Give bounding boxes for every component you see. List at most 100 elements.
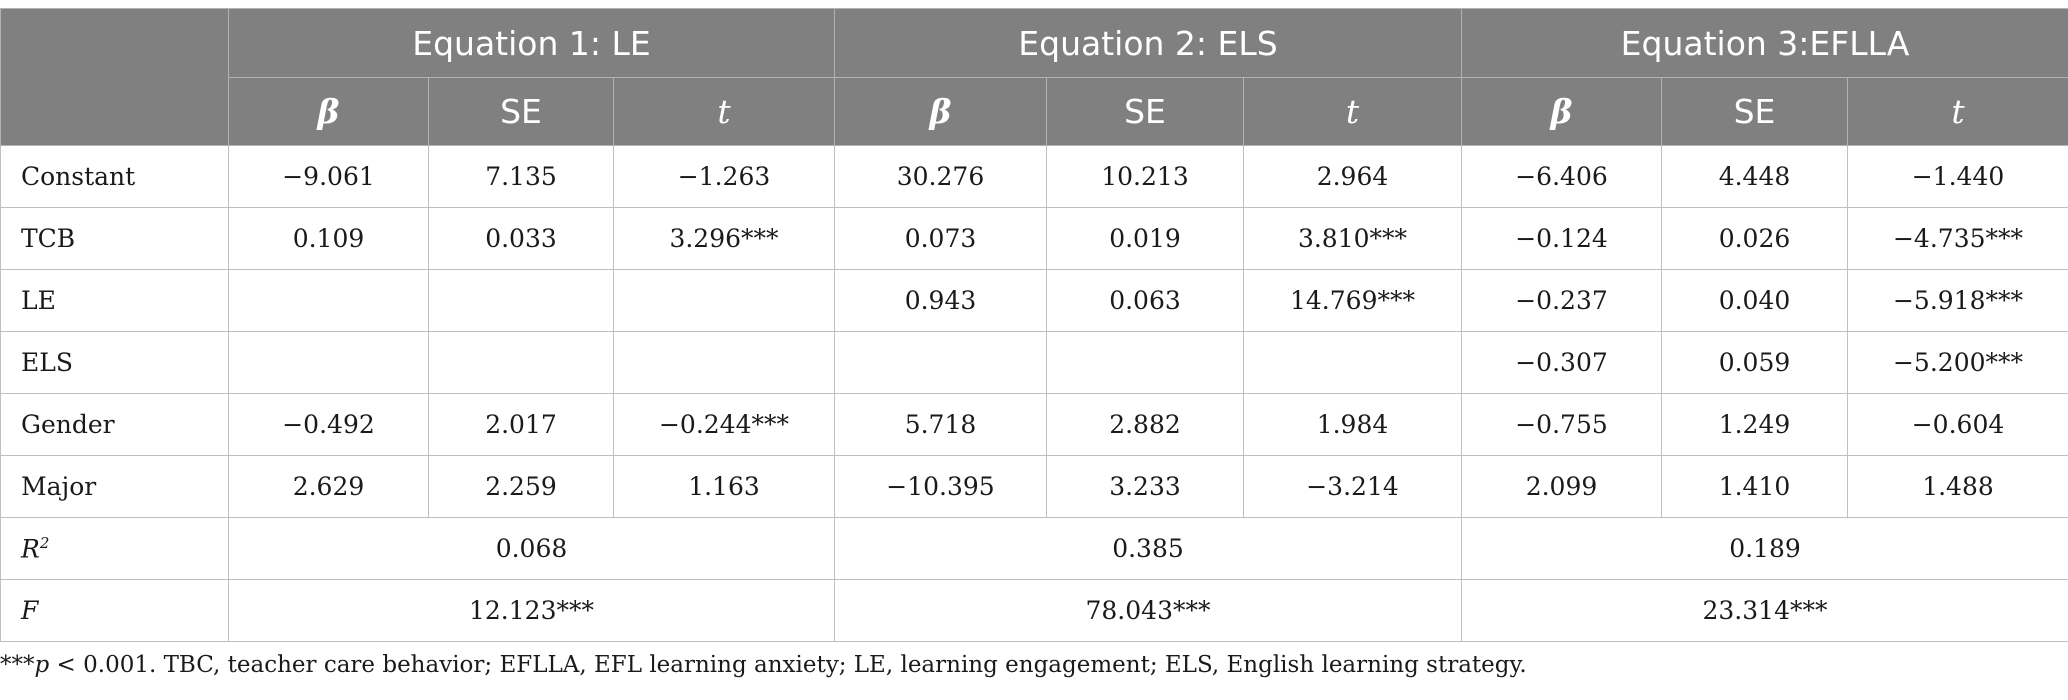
header-equation-3: Equation 3:EFLLA — [1461, 8, 2068, 78]
table-cell: −5.200*** — [1847, 331, 2068, 394]
header-se-1: SE — [428, 77, 614, 146]
r2-label-text: R — [21, 534, 40, 564]
f-value: 23.314*** — [1461, 579, 2068, 642]
table-cell: 7.135 — [428, 145, 614, 208]
table-cell: −10.395 — [834, 455, 1047, 518]
table-cell: −1.440 — [1847, 145, 2068, 208]
table-cell: −1.263 — [613, 145, 835, 208]
footnote-text: < 0.001. TBC, teacher care behavior; EFL… — [49, 652, 1527, 678]
table-body: Constant −9.061 7.135 −1.263 30.276 10.213 2.9… — [0, 145, 2068, 642]
table-cell — [428, 331, 614, 394]
table-cell: −0.755 — [1461, 393, 1662, 456]
table-cell — [834, 331, 1047, 394]
table-cell — [613, 331, 835, 394]
table-cell: 2.099 — [1461, 455, 1662, 518]
table-cell: −0.492 — [228, 393, 429, 456]
table-cell: 2.964 — [1243, 145, 1462, 208]
table-cell: −0.124 — [1461, 207, 1662, 270]
table-cell — [1046, 331, 1244, 394]
table-cell — [228, 331, 429, 394]
table-cell: 2.017 — [428, 393, 614, 456]
table-cell: 0.059 — [1661, 331, 1848, 394]
footnote-p: p — [34, 652, 50, 678]
table-cell: 0.026 — [1661, 207, 1848, 270]
table-cell: 3.233 — [1046, 455, 1244, 518]
table-cell: −0.307 — [1461, 331, 1662, 394]
row-label: TCB — [0, 207, 229, 270]
table-cell: 0.109 — [228, 207, 429, 270]
header-t-3: t — [1847, 77, 2068, 146]
regression-table: Equation 1: LE Equation 2: ELS Equation … — [0, 8, 2068, 642]
table-cell — [613, 269, 835, 332]
table-footnote: ***p < 0.001. TBC, teacher care behavior… — [0, 652, 1527, 678]
table-cell: −0.244*** — [613, 393, 835, 456]
table-cell — [428, 269, 614, 332]
table-row-r2: R2 0.068 0.385 0.189 — [0, 517, 2068, 580]
row-label-r2: R2 — [0, 517, 229, 580]
header-row-equations: Equation 1: LE Equation 2: ELS Equation … — [0, 8, 2068, 146]
table-cell: −0.237 — [1461, 269, 1662, 332]
table-cell: 1.410 — [1661, 455, 1848, 518]
table-cell: 2.882 — [1046, 393, 1244, 456]
row-label: ELS — [0, 331, 229, 394]
table-cell: 1.488 — [1847, 455, 2068, 518]
table-cell — [228, 269, 429, 332]
table-cell: 10.213 — [1046, 145, 1244, 208]
table-row: LE 0.943 0.063 14.769*** −0.237 0.040 −5.918**… — [0, 269, 2068, 332]
table-cell: −3.214 — [1243, 455, 1462, 518]
header-beta-1: β — [228, 77, 429, 146]
row-label: Constant — [0, 145, 229, 208]
row-label-f: F — [0, 579, 229, 642]
header-equation-2: Equation 2: ELS — [834, 8, 1462, 78]
header-beta-3: β — [1461, 77, 1662, 146]
table-cell: 5.718 — [834, 393, 1047, 456]
table-cell: 2.259 — [428, 455, 614, 518]
r2-value: 0.068 — [228, 517, 835, 580]
header-se-3: SE — [1661, 77, 1848, 146]
table-cell: −6.406 — [1461, 145, 1662, 208]
table-row-f: F 12.123*** 78.043*** 23.314*** — [0, 579, 2068, 642]
table-cell: 0.040 — [1661, 269, 1848, 332]
header-beta-2: β — [834, 77, 1047, 146]
table-cell: 0.019 — [1046, 207, 1244, 270]
table-cell: −5.918*** — [1847, 269, 2068, 332]
table-cell: 0.063 — [1046, 269, 1244, 332]
table-cell: −9.061 — [228, 145, 429, 208]
r2-value: 0.189 — [1461, 517, 2068, 580]
header-t-1: t — [613, 77, 835, 146]
footnote-stars: *** — [0, 652, 35, 678]
header-t-2: t — [1243, 77, 1462, 146]
table-cell: 1.163 — [613, 455, 835, 518]
table-cell: 3.296*** — [613, 207, 835, 270]
r2-label-sup: 2 — [39, 533, 50, 552]
header-row-stats: β SE t β SE t β SE t — [1, 77, 2068, 146]
row-label: Gender — [0, 393, 229, 456]
table-cell: 3.810*** — [1243, 207, 1462, 270]
table-row: Gender −0.492 2.017 −0.244*** 5.718 2.882 1.98… — [0, 393, 2068, 456]
table-cell: 14.769*** — [1243, 269, 1462, 332]
table-cell: −0.604 — [1847, 393, 2068, 456]
table-row: Constant −9.061 7.135 −1.263 30.276 10.213 2.9… — [0, 145, 2068, 208]
table-cell: −4.735*** — [1847, 207, 2068, 270]
regression-table-wrapper: Equation 1: LE Equation 2: ELS Equation … — [0, 8, 2068, 642]
table-row: ELS −0.307 0.059 −5.200*** — [0, 331, 2068, 394]
table-row: TCB 0.109 0.033 3.296*** 0.073 0.019 3.810*** −… — [0, 207, 2068, 270]
table-cell: 30.276 — [834, 145, 1047, 208]
table-cell: 1.249 — [1661, 393, 1848, 456]
table-row: Major 2.629 2.259 1.163 −10.395 3.233 −3.214 2.… — [0, 455, 2068, 518]
header-equation-1: Equation 1: LE — [228, 8, 835, 78]
table-cell: 0.943 — [834, 269, 1047, 332]
table-cell: 0.073 — [834, 207, 1047, 270]
table-cell: 0.033 — [428, 207, 614, 270]
row-label: LE — [0, 269, 229, 332]
table-cell — [1243, 331, 1462, 394]
f-value: 12.123*** — [228, 579, 835, 642]
table-cell: 1.984 — [1243, 393, 1462, 456]
table-cell: 2.629 — [228, 455, 429, 518]
f-value: 78.043*** — [834, 579, 1462, 642]
r2-value: 0.385 — [834, 517, 1462, 580]
row-label: Major — [0, 455, 229, 518]
header-se-2: SE — [1046, 77, 1244, 146]
table-cell: 4.448 — [1661, 145, 1848, 208]
header-corner — [0, 8, 229, 146]
